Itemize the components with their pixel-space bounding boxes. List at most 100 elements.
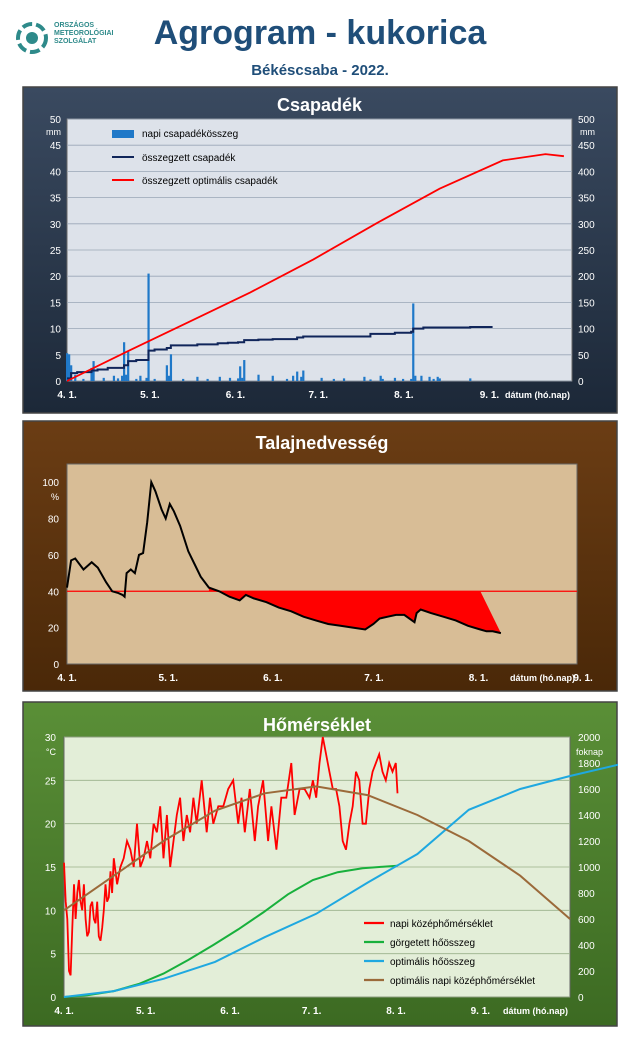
x-tick-label: 6. 1.	[263, 673, 283, 684]
x-tick-label: 9. 1.	[471, 1006, 491, 1017]
daily-precip-bar	[271, 375, 274, 381]
daily-precip-bar	[68, 354, 71, 381]
daily-precip-bar	[218, 376, 221, 381]
y-tick-label: 30	[50, 220, 62, 231]
y2-tick-label: 250	[578, 246, 595, 257]
y-tick-label: 40	[48, 587, 60, 598]
y-tick-label: 15	[45, 863, 57, 874]
y-tick-label: 60	[48, 551, 60, 562]
daily-precip-bar	[66, 353, 69, 381]
x-tick-label: 8. 1.	[469, 673, 489, 684]
y2-tick-label: 200	[578, 967, 595, 978]
y-tick-label: 80	[48, 515, 60, 526]
legend-swatch-daily	[112, 130, 134, 138]
daily-precip-bar	[127, 351, 130, 381]
y-tick-label: 15	[50, 298, 62, 309]
x-tick-label: 4. 1.	[54, 1006, 74, 1017]
y2-tick-label: 300	[578, 220, 595, 231]
soil-moisture-panel: Talajnedvesség 0 20 40 60 80 100% 4. 1. 5. 1. 6. …	[22, 420, 618, 692]
cumulative-optimal-precip-line	[66, 153, 565, 382]
daily-precip-bar	[428, 376, 431, 381]
daily-precip-bar	[296, 371, 299, 381]
y2-tick-label: 600	[578, 915, 595, 926]
y2-tick-label: 1000	[578, 863, 601, 874]
daily-precip-bar	[420, 375, 423, 381]
y-tick-label: 20	[50, 272, 62, 283]
soil-moisture-chart: Talajnedvesség 0 20 40 60 80 100% 4. 1. 5. 1. 6. …	[22, 420, 618, 692]
daily-precip-bar	[243, 360, 246, 381]
temperature-panel: Hőmérséklet 0 5 10 15 20 25 30 0 200 400 600 800 1000…	[22, 701, 621, 1027]
y2-tick-label: 400	[578, 941, 595, 952]
daily-precip-bar	[112, 375, 116, 381]
daily-precip-bar	[410, 378, 413, 381]
y2-tick-label: 1200	[578, 837, 601, 848]
y-tick-label: 0	[55, 377, 61, 388]
daily-precip-bar	[196, 376, 199, 381]
daily-precip-bar	[167, 375, 171, 381]
temperature-chart: Hőmérséklet 0 5 10 15 20 25 30 0 200 400 600 800 1000…	[22, 701, 621, 1027]
daily-precip-bar	[257, 374, 260, 381]
daily-precip-bar	[241, 377, 244, 381]
y-tick-label: 100	[42, 478, 59, 489]
daily-precip-bar	[169, 354, 173, 381]
y2-tick-label: 400	[578, 167, 595, 178]
precipitation-chart: Csapadék05101520253035404550050100150200…	[22, 86, 618, 414]
logo-mark-icon	[16, 22, 48, 54]
chart-title: Hőmérséklet	[263, 715, 371, 735]
logo-line-3: SZOLGÁLAT	[54, 38, 97, 45]
daily-precip-bar	[381, 378, 384, 381]
y-axis-unit: %	[51, 492, 59, 502]
daily-precip-bar	[414, 375, 417, 381]
daily-precip-bar	[436, 376, 439, 381]
y-tick-label: 10	[45, 906, 57, 917]
daily-precip-bar	[125, 374, 128, 381]
daily-precip-bar	[292, 375, 295, 381]
legend-label-cumulative: összegzett csapadék	[142, 153, 236, 164]
daily-precip-bar	[145, 377, 148, 381]
y-tick-label: 35	[50, 194, 62, 205]
cumulative-precip-line	[67, 326, 493, 380]
logo-line-1: ORSZÁGOS	[54, 22, 95, 29]
x-tick-label: 6. 1.	[220, 1006, 240, 1017]
daily-precip-bar	[90, 367, 93, 381]
legend-label-rolling-heat: görgetett hőösszeg	[390, 938, 475, 949]
daily-precip-bar	[116, 378, 120, 381]
daily-precip-bar	[393, 377, 397, 381]
legend-label-optimal-temp: optimális napi középhőmérséklet	[390, 976, 535, 987]
optimal-daily-temp-line	[63, 785, 571, 920]
y-tick-label: 10	[50, 325, 62, 336]
logo-text: ORSZÁGOS METEOROLÓGIAI SZOLGÁLAT	[54, 22, 114, 46]
optimal-heat-sum-line	[63, 763, 621, 998]
y2-tick-label: 1400	[578, 811, 601, 822]
y-axis-unit: mm	[46, 127, 61, 137]
y2-tick-label: 350	[578, 194, 595, 205]
daily-precip-bar	[401, 378, 405, 381]
y-tick-label: 5	[50, 950, 56, 961]
x-tick-label: 5. 1.	[140, 390, 160, 401]
daily-precip-bar	[302, 370, 305, 381]
x-tick-label: 5. 1.	[159, 673, 179, 684]
y2-tick-label: 0	[578, 377, 584, 388]
legend-label-daily-temp: napi középhőmérséklet	[390, 919, 493, 930]
y-tick-label: 0	[50, 993, 56, 1004]
y2-tick-label: 800	[578, 889, 595, 900]
legend-label-optimal: összegzett optimális csapadék	[142, 176, 279, 187]
x-tick-label: 5. 1.	[136, 1006, 156, 1017]
daily-precip-bar	[153, 378, 156, 381]
x-tick-label: 7. 1.	[309, 390, 329, 401]
y-tick-label: 5	[55, 351, 61, 362]
daily-precip-bar	[432, 378, 435, 381]
daily-precip-bar	[438, 378, 441, 381]
page-subtitle: Békéscsaba - 2022.	[251, 62, 389, 79]
y2-tick-label: 1800	[578, 759, 601, 770]
x-tick-label: 4. 1.	[57, 390, 77, 401]
y2-tick-label: 100	[578, 325, 595, 336]
y-axis-unit: °C	[46, 747, 57, 757]
y2-tick-label: 500	[578, 115, 595, 126]
daily-precip-bar	[469, 378, 472, 381]
y-tick-label: 50	[50, 115, 62, 126]
y-tick-label: 0	[53, 660, 59, 671]
y2-axis-unit: mm	[580, 127, 595, 137]
y2-tick-label: 150	[578, 298, 595, 309]
daily-precip-bar	[102, 377, 105, 381]
